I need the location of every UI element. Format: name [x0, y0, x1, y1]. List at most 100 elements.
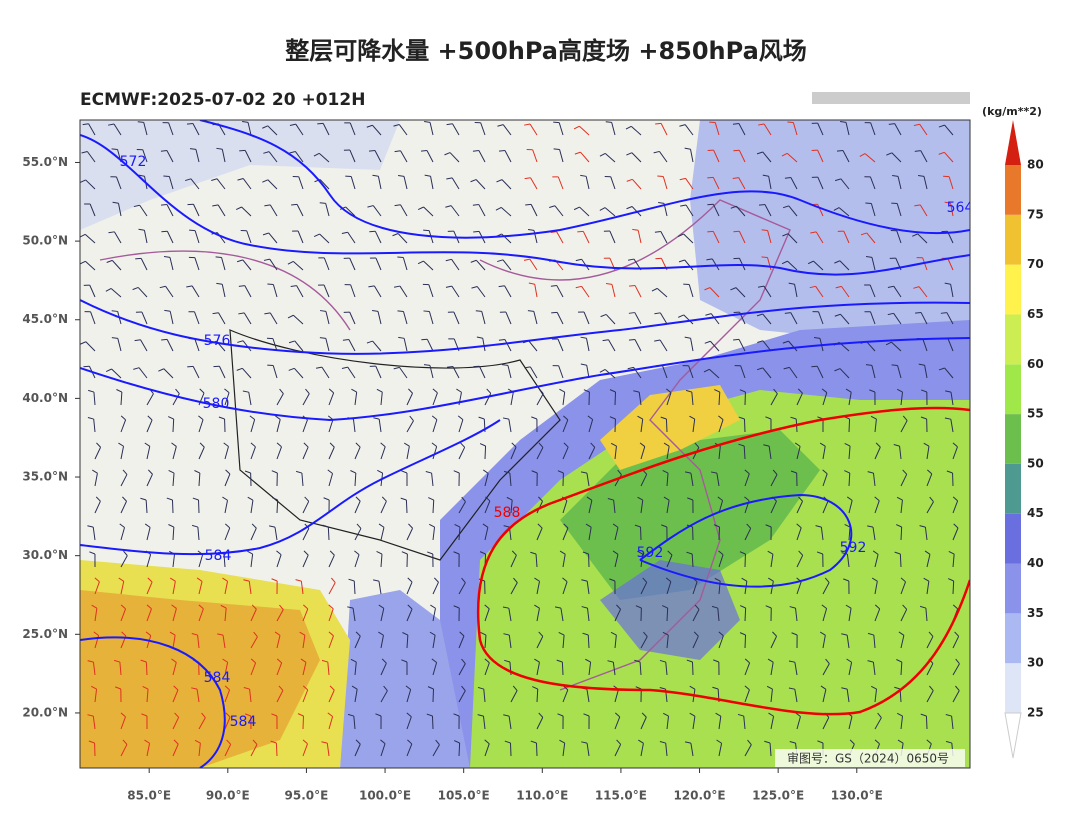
barb [837, 150, 843, 151]
colorbar-label: 30 [1027, 656, 1044, 670]
barb [161, 204, 167, 205]
contour-label: 592 [637, 545, 664, 561]
barb [432, 716, 433, 729]
x-tick-label: 90.0°E [206, 789, 250, 803]
barb [733, 339, 739, 340]
barb [525, 204, 531, 205]
x-tick-label: 95.0°E [285, 789, 329, 803]
barb [161, 151, 167, 152]
map: 572 576 580 584 588 592 592 564 584 584 … [80, 120, 974, 768]
colorbar-cell [1005, 165, 1021, 215]
colorbar-cell [1005, 663, 1021, 713]
barb [135, 258, 141, 259]
barb [666, 419, 667, 432]
barb [459, 743, 460, 756]
barb [397, 257, 403, 258]
barb [423, 311, 429, 312]
contour-label: 592 [840, 540, 867, 556]
colorbar-label: 80 [1027, 158, 1044, 172]
barb [892, 365, 898, 366]
barb [865, 203, 871, 204]
colorbar-label: 70 [1027, 257, 1044, 271]
barb [138, 122, 144, 123]
barb [762, 257, 768, 258]
barb [146, 662, 147, 675]
barb [577, 231, 583, 232]
x-tick-label: 120.0°E [673, 789, 725, 803]
barb [216, 257, 222, 258]
barb [745, 608, 746, 621]
y-tick-label: 40.0°N [22, 391, 68, 405]
barb [172, 500, 173, 513]
barb [629, 339, 635, 340]
barb [328, 527, 329, 540]
barb [787, 122, 793, 123]
barb [785, 178, 791, 179]
colorbar-extend [1005, 120, 1021, 165]
colorbar-label: 40 [1027, 556, 1044, 570]
colorbar-cell [1005, 514, 1021, 564]
barb [499, 150, 505, 151]
barb [267, 284, 273, 285]
contour-label: 576 [204, 333, 231, 349]
barb [692, 662, 693, 675]
barb [320, 203, 326, 204]
colorbar-cell [1005, 464, 1021, 514]
barb [926, 716, 927, 729]
barb [161, 339, 167, 340]
barb [606, 122, 612, 123]
y-tick-label: 50.0°N [22, 234, 68, 248]
barb [369, 150, 375, 151]
barb [759, 204, 765, 205]
barb [615, 392, 616, 405]
contour-label: 584 [205, 548, 232, 564]
x-tick-label: 110.0°E [516, 789, 568, 803]
barb [536, 743, 537, 756]
colorbar-label: 45 [1027, 506, 1044, 520]
x-tick-label: 115.0°E [595, 789, 647, 803]
y-tick-label: 30.0°N [22, 548, 68, 562]
colorbar-label: 25 [1027, 706, 1044, 720]
approval: 审图号：GS（2024）0650号 [787, 751, 949, 766]
pw-area [690, 120, 970, 340]
barb [510, 743, 511, 756]
y-tick-label: 25.0°N [22, 627, 68, 641]
colorbar-cell [1005, 364, 1021, 414]
barb [745, 635, 746, 648]
colorbar-cell [1005, 564, 1021, 614]
barb [655, 123, 661, 124]
barb [447, 367, 453, 368]
barb [733, 124, 739, 125]
barb [397, 311, 403, 312]
contour-label: 564 [947, 200, 974, 216]
barb [473, 151, 479, 152]
x-tick-label: 105.0°E [438, 789, 490, 803]
barb [707, 231, 713, 232]
contour-label: 572 [120, 154, 147, 170]
colorbar-label: 60 [1027, 357, 1044, 371]
barb [277, 500, 278, 513]
colorbar-cell [1005, 215, 1021, 265]
y-tick-label: 20.0°N [22, 705, 68, 719]
barb [421, 150, 427, 151]
barb [239, 150, 245, 151]
barb [707, 177, 713, 178]
barb [554, 149, 560, 150]
barb [485, 446, 486, 459]
contour-label: 588 [494, 505, 521, 521]
barb [629, 285, 635, 286]
colorbar-cell [1005, 414, 1021, 464]
colorbar-cell [1005, 265, 1021, 315]
x-tick-label: 85.0°E [127, 789, 171, 803]
barb [744, 419, 745, 432]
barb [112, 149, 118, 150]
colorbar-label: 65 [1027, 307, 1044, 321]
barb [473, 231, 479, 232]
barb [551, 312, 557, 313]
barb [901, 527, 902, 540]
colorbar-cell [1005, 314, 1021, 364]
x-tick-label: 100.0°E [359, 789, 411, 803]
barb [499, 340, 505, 341]
colorbar-label: 55 [1027, 407, 1044, 421]
